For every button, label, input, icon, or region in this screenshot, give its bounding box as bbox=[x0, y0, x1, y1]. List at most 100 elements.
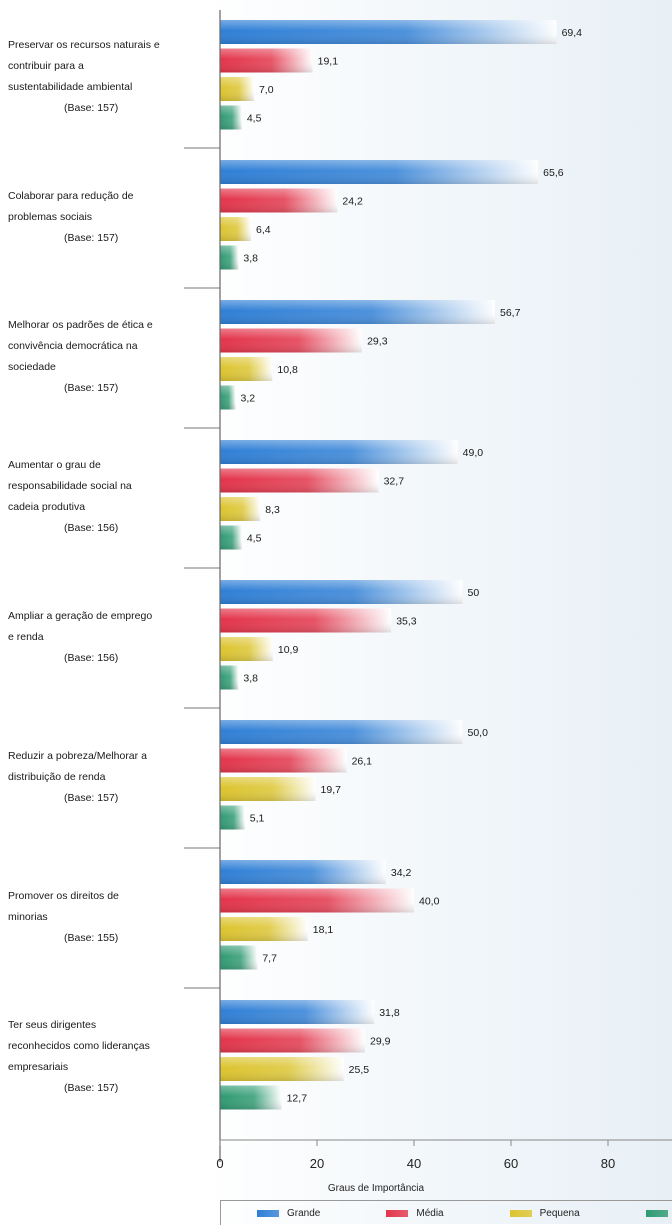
category-text: Promover os direitos de bbox=[8, 889, 119, 902]
data-label: 6,4 bbox=[256, 224, 271, 236]
category-base: (Base: 157) bbox=[64, 231, 119, 244]
category-label: Preservar os recursos naturais e contribu… bbox=[8, 35, 184, 119]
legend-swatch bbox=[386, 1209, 409, 1217]
data-label: 4,5 bbox=[247, 113, 262, 125]
category-label: Melhorar os padrões de ética e convivênci… bbox=[8, 315, 184, 399]
bar-sheen bbox=[220, 945, 258, 970]
category-label: Ter seus dirigentes reconhecidos como lid… bbox=[8, 1015, 184, 1099]
bar-sheen bbox=[220, 1000, 375, 1024]
data-label: 65,6 bbox=[543, 167, 564, 179]
bar-sheen bbox=[220, 805, 245, 830]
category-text: empresariais bbox=[8, 1061, 69, 1073]
category-text: reconhecidos como lideranças bbox=[8, 1040, 150, 1052]
legend-item-grande: Grande bbox=[257, 1208, 320, 1219]
bar-sheen bbox=[220, 748, 347, 773]
category-text: Colaborar para redução de bbox=[8, 189, 134, 202]
bar-sheen bbox=[220, 440, 458, 464]
category-text: responsabilidade social na bbox=[8, 480, 132, 492]
bar-sheen bbox=[220, 580, 463, 604]
data-label: 69,4 bbox=[562, 27, 583, 39]
data-label: 24,2 bbox=[342, 196, 363, 208]
data-label: 56,7 bbox=[500, 307, 521, 319]
data-label: 29,3 bbox=[367, 336, 388, 348]
legend-swatch bbox=[257, 1209, 279, 1217]
category-base: (Base: 155) bbox=[64, 931, 119, 944]
category-base: (Base: 157) bbox=[64, 382, 119, 394]
data-label: 10,8 bbox=[277, 364, 298, 376]
data-label: 29,9 bbox=[370, 1036, 391, 1048]
category-text: sociedade bbox=[8, 361, 56, 373]
bar-sheen bbox=[220, 300, 495, 324]
bar-sheen bbox=[220, 917, 308, 941]
data-label: 50 bbox=[468, 587, 480, 599]
data-label: 26,1 bbox=[352, 756, 373, 768]
category-base: (Base: 157) bbox=[64, 1082, 119, 1094]
bar-sheen bbox=[220, 468, 379, 493]
data-label: 3,2 bbox=[241, 393, 256, 405]
x-tick-label: 60 bbox=[504, 1156, 518, 1171]
category-text: Preservar os recursos naturais e bbox=[8, 39, 160, 51]
data-label: 25,5 bbox=[349, 1064, 370, 1076]
bar-sheen bbox=[220, 48, 313, 73]
legend-item-média: Média bbox=[386, 1207, 444, 1219]
data-label: 19,1 bbox=[318, 56, 339, 68]
bar-sheen bbox=[220, 160, 539, 184]
data-label: 40,0 bbox=[419, 896, 440, 908]
category-base: (Base: 157) bbox=[64, 791, 119, 804]
bar-sheen bbox=[220, 77, 254, 101]
legend-item-pequena: Pequena bbox=[509, 1207, 580, 1219]
data-label: 5,1 bbox=[250, 813, 265, 825]
category-label: Ampliar a geração de emprego e renda (Base… bbox=[8, 606, 184, 669]
data-label: 18,1 bbox=[313, 924, 334, 936]
category-text: problemas sociais bbox=[8, 210, 93, 223]
bar-sheen bbox=[220, 245, 239, 270]
category-text: Aumentar o grau de bbox=[8, 459, 101, 471]
legend-item-nula: Nula bbox=[645, 1208, 672, 1219]
bar-sheen bbox=[220, 357, 273, 381]
category-base: (Base: 157) bbox=[64, 102, 119, 114]
category-text: sustentabilidade ambiental bbox=[8, 81, 133, 93]
legend-label: Grande bbox=[287, 1207, 321, 1219]
data-label: 7,7 bbox=[262, 953, 277, 965]
data-label: 49,0 bbox=[463, 447, 484, 459]
data-label: 7,0 bbox=[259, 84, 274, 96]
bar-sheen bbox=[220, 1057, 344, 1081]
bar-sheen bbox=[220, 525, 242, 550]
bar-sheen bbox=[220, 188, 338, 213]
data-label: 4,5 bbox=[247, 533, 262, 545]
category-base: (Base: 156) bbox=[64, 651, 119, 664]
bar-sheen bbox=[220, 665, 239, 690]
bar-sheen bbox=[220, 385, 236, 410]
x-axis-label: Graus de Importância bbox=[327, 1183, 425, 1194]
x-tick-label: 40 bbox=[407, 1156, 421, 1171]
bar-sheen bbox=[220, 720, 463, 744]
category-text: cadeia produtiva bbox=[8, 501, 86, 513]
data-label: 19,7 bbox=[321, 784, 342, 796]
legend-label: Média bbox=[416, 1207, 444, 1219]
bar-sheen bbox=[220, 20, 557, 44]
category-text: Reduzir a pobreza/Melhorar a bbox=[8, 749, 147, 762]
bar-sheen bbox=[220, 1028, 366, 1053]
category-text: e renda bbox=[8, 630, 44, 643]
data-label: 8,3 bbox=[265, 504, 280, 516]
category-label: Aumentar o grau de responsabilidade socia… bbox=[8, 455, 184, 539]
category-text: Ampliar a geração de emprego bbox=[8, 609, 153, 622]
category-text: convivência democrática na bbox=[8, 340, 138, 352]
legend: Grande Média Pequena Nula bbox=[220, 1200, 672, 1225]
category-label: Promover os direitos de minorias (Base: 15… bbox=[8, 886, 184, 949]
data-label: 12,7 bbox=[287, 1093, 308, 1105]
bar-sheen bbox=[220, 888, 414, 913]
data-label: 3,8 bbox=[243, 253, 258, 265]
bar-sheen bbox=[220, 637, 273, 661]
category-label: Colaborar para redução de problemas socia… bbox=[8, 186, 184, 249]
bar-sheen bbox=[220, 328, 363, 353]
bar-sheen bbox=[220, 777, 316, 801]
x-tick-label: 0 bbox=[216, 1156, 223, 1171]
x-tick-label: 20 bbox=[310, 1156, 324, 1171]
legend-label: Pequena bbox=[539, 1207, 580, 1219]
category-text: minorias bbox=[8, 910, 48, 923]
bar-sheen bbox=[220, 608, 392, 633]
category-label: Reduzir a pobreza/Melhorar a distribuição… bbox=[8, 746, 184, 809]
category-text: distribuição de renda bbox=[8, 770, 106, 783]
